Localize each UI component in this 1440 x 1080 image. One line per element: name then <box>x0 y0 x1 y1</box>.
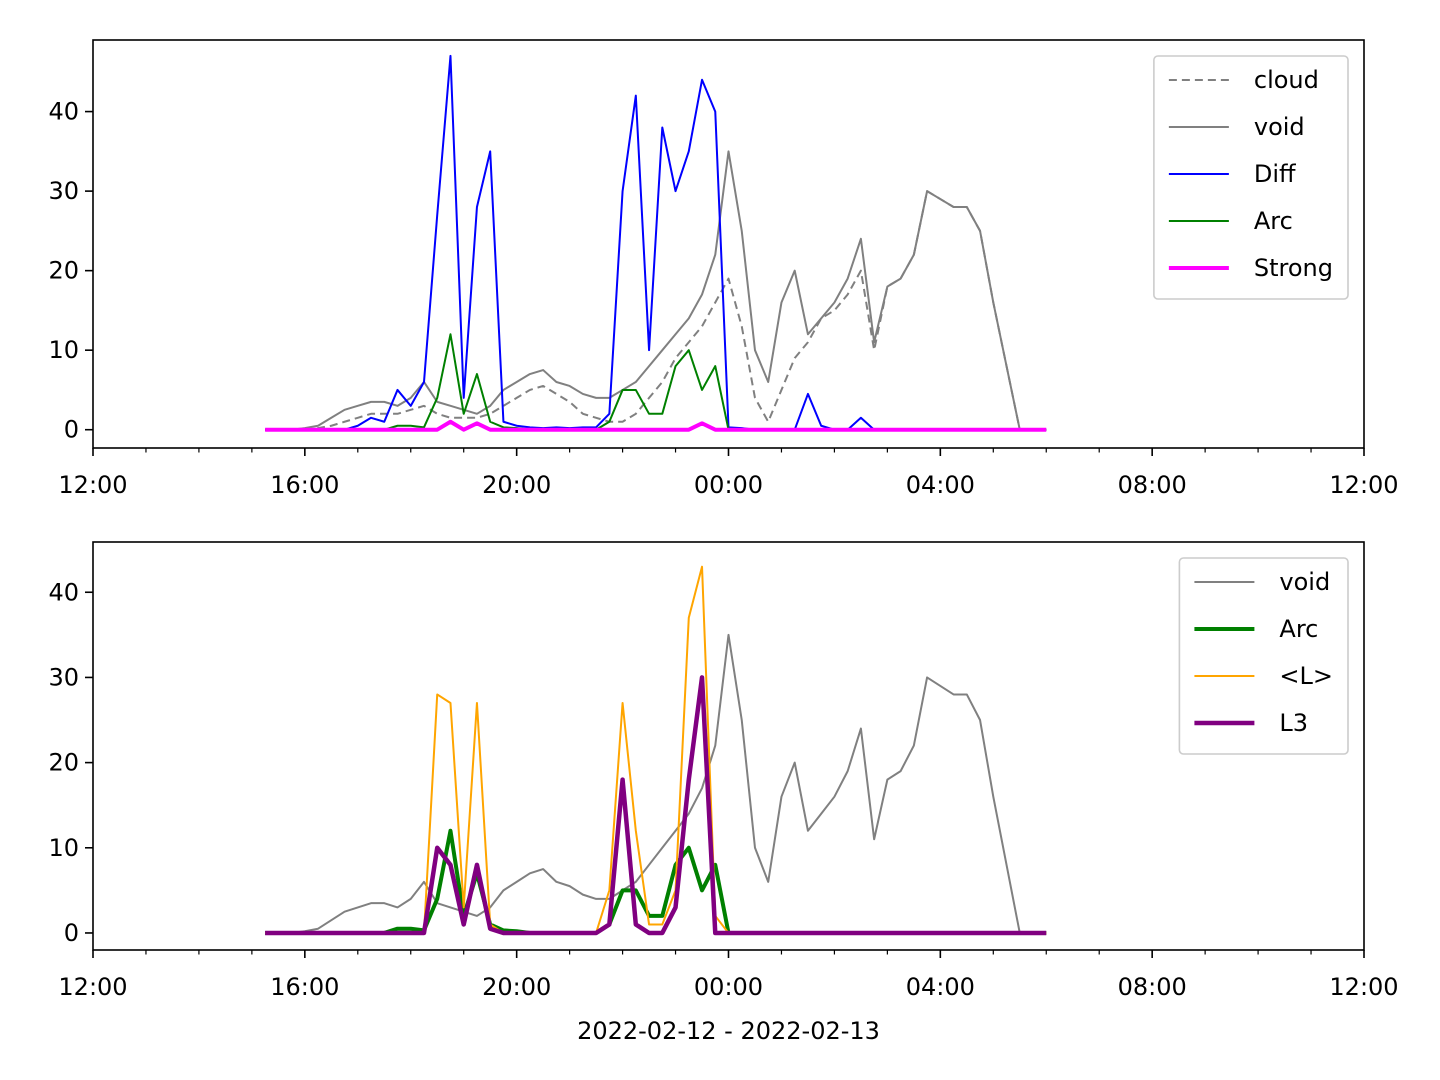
series-line <box>265 190 1047 431</box>
x-tick-label: 12:00 <box>58 471 127 499</box>
x-tick-label: 08:00 <box>1118 973 1187 1001</box>
legend-label: Strong <box>1254 254 1333 282</box>
x-tick-label: 00:00 <box>694 973 763 1001</box>
x-tick-label: 12:00 <box>1329 973 1398 1001</box>
series-line <box>265 633 1047 934</box>
x-tick-label: 16:00 <box>270 471 339 499</box>
series-line <box>265 150 1047 431</box>
legend: cloud void Diff Arc Strong <box>1153 55 1349 300</box>
y-tick-label: 20 <box>48 749 79 777</box>
legend-frame <box>1153 55 1349 300</box>
y-tick-label: 0 <box>64 416 79 444</box>
y-tick-label: 30 <box>48 177 79 205</box>
legend-label: <L> <box>1279 662 1333 690</box>
x-axis-label: 2022-02-12 - 2022-02-13 <box>577 1017 880 1045</box>
series-line <box>265 419 1047 432</box>
x-tick-label: 20:00 <box>482 973 551 1001</box>
legend-label: void <box>1254 113 1305 141</box>
legend-label: void <box>1279 568 1330 596</box>
y-tick-label: 40 <box>48 578 79 606</box>
x-tick-label: 04:00 <box>906 471 975 499</box>
y-tick-label: 20 <box>48 257 79 285</box>
series-line <box>265 675 1047 936</box>
x-tick-label: 20:00 <box>482 471 551 499</box>
y-tick-label: 40 <box>48 98 79 126</box>
legend-label: Arc <box>1254 207 1293 235</box>
x-tick-label: 12:00 <box>58 973 127 1001</box>
legend-frame <box>1178 557 1349 755</box>
x-tick-label: 00:00 <box>694 471 763 499</box>
legend-label: cloud <box>1254 66 1319 94</box>
legend-label: L3 <box>1279 709 1308 737</box>
y-tick-label: 0 <box>64 919 79 947</box>
x-tick-label: 12:00 <box>1329 471 1398 499</box>
y-tick-label: 10 <box>48 336 79 364</box>
x-tick-label: 04:00 <box>906 973 975 1001</box>
y-tick-label: 10 <box>48 834 79 862</box>
legend-label: Diff <box>1254 160 1296 188</box>
x-tick-label: 16:00 <box>270 973 339 1001</box>
y-tick-label: 30 <box>48 663 79 691</box>
legend-label: Arc <box>1279 615 1318 643</box>
legend: void Arc <L> L3 <box>1178 557 1349 755</box>
x-tick-label: 08:00 <box>1118 471 1187 499</box>
